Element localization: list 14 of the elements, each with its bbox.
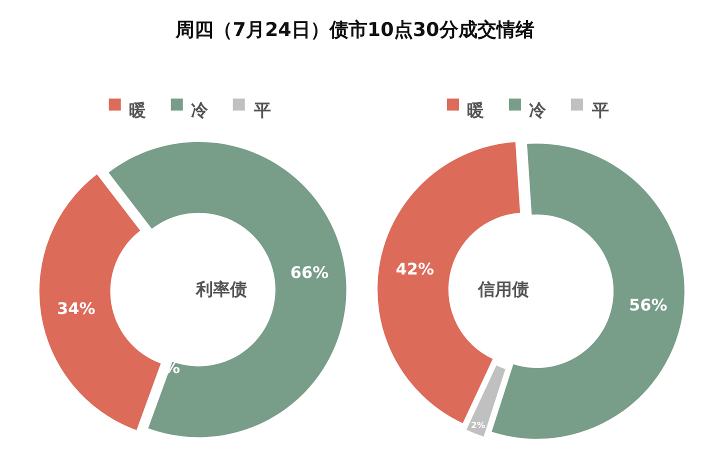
chart-title: 周四（7月24日）债市10点30分成交情绪 (174, 19, 534, 41)
legend-label: 暖 (467, 101, 484, 121)
data-label: 34% (57, 299, 96, 318)
legend-label: 冷 (191, 101, 209, 121)
legend-label: 平 (591, 101, 609, 121)
legend-label: 平 (253, 101, 271, 121)
data-label: 2% (470, 420, 486, 430)
text: 信用债 (477, 280, 529, 300)
data-label: 56% (629, 295, 668, 314)
text: 利率债 (195, 280, 247, 300)
data-label: 66% (290, 262, 329, 282)
data-label: 42% (396, 259, 434, 278)
legend-label: 暖 (129, 101, 146, 121)
legend-label: 冷 (529, 101, 547, 121)
